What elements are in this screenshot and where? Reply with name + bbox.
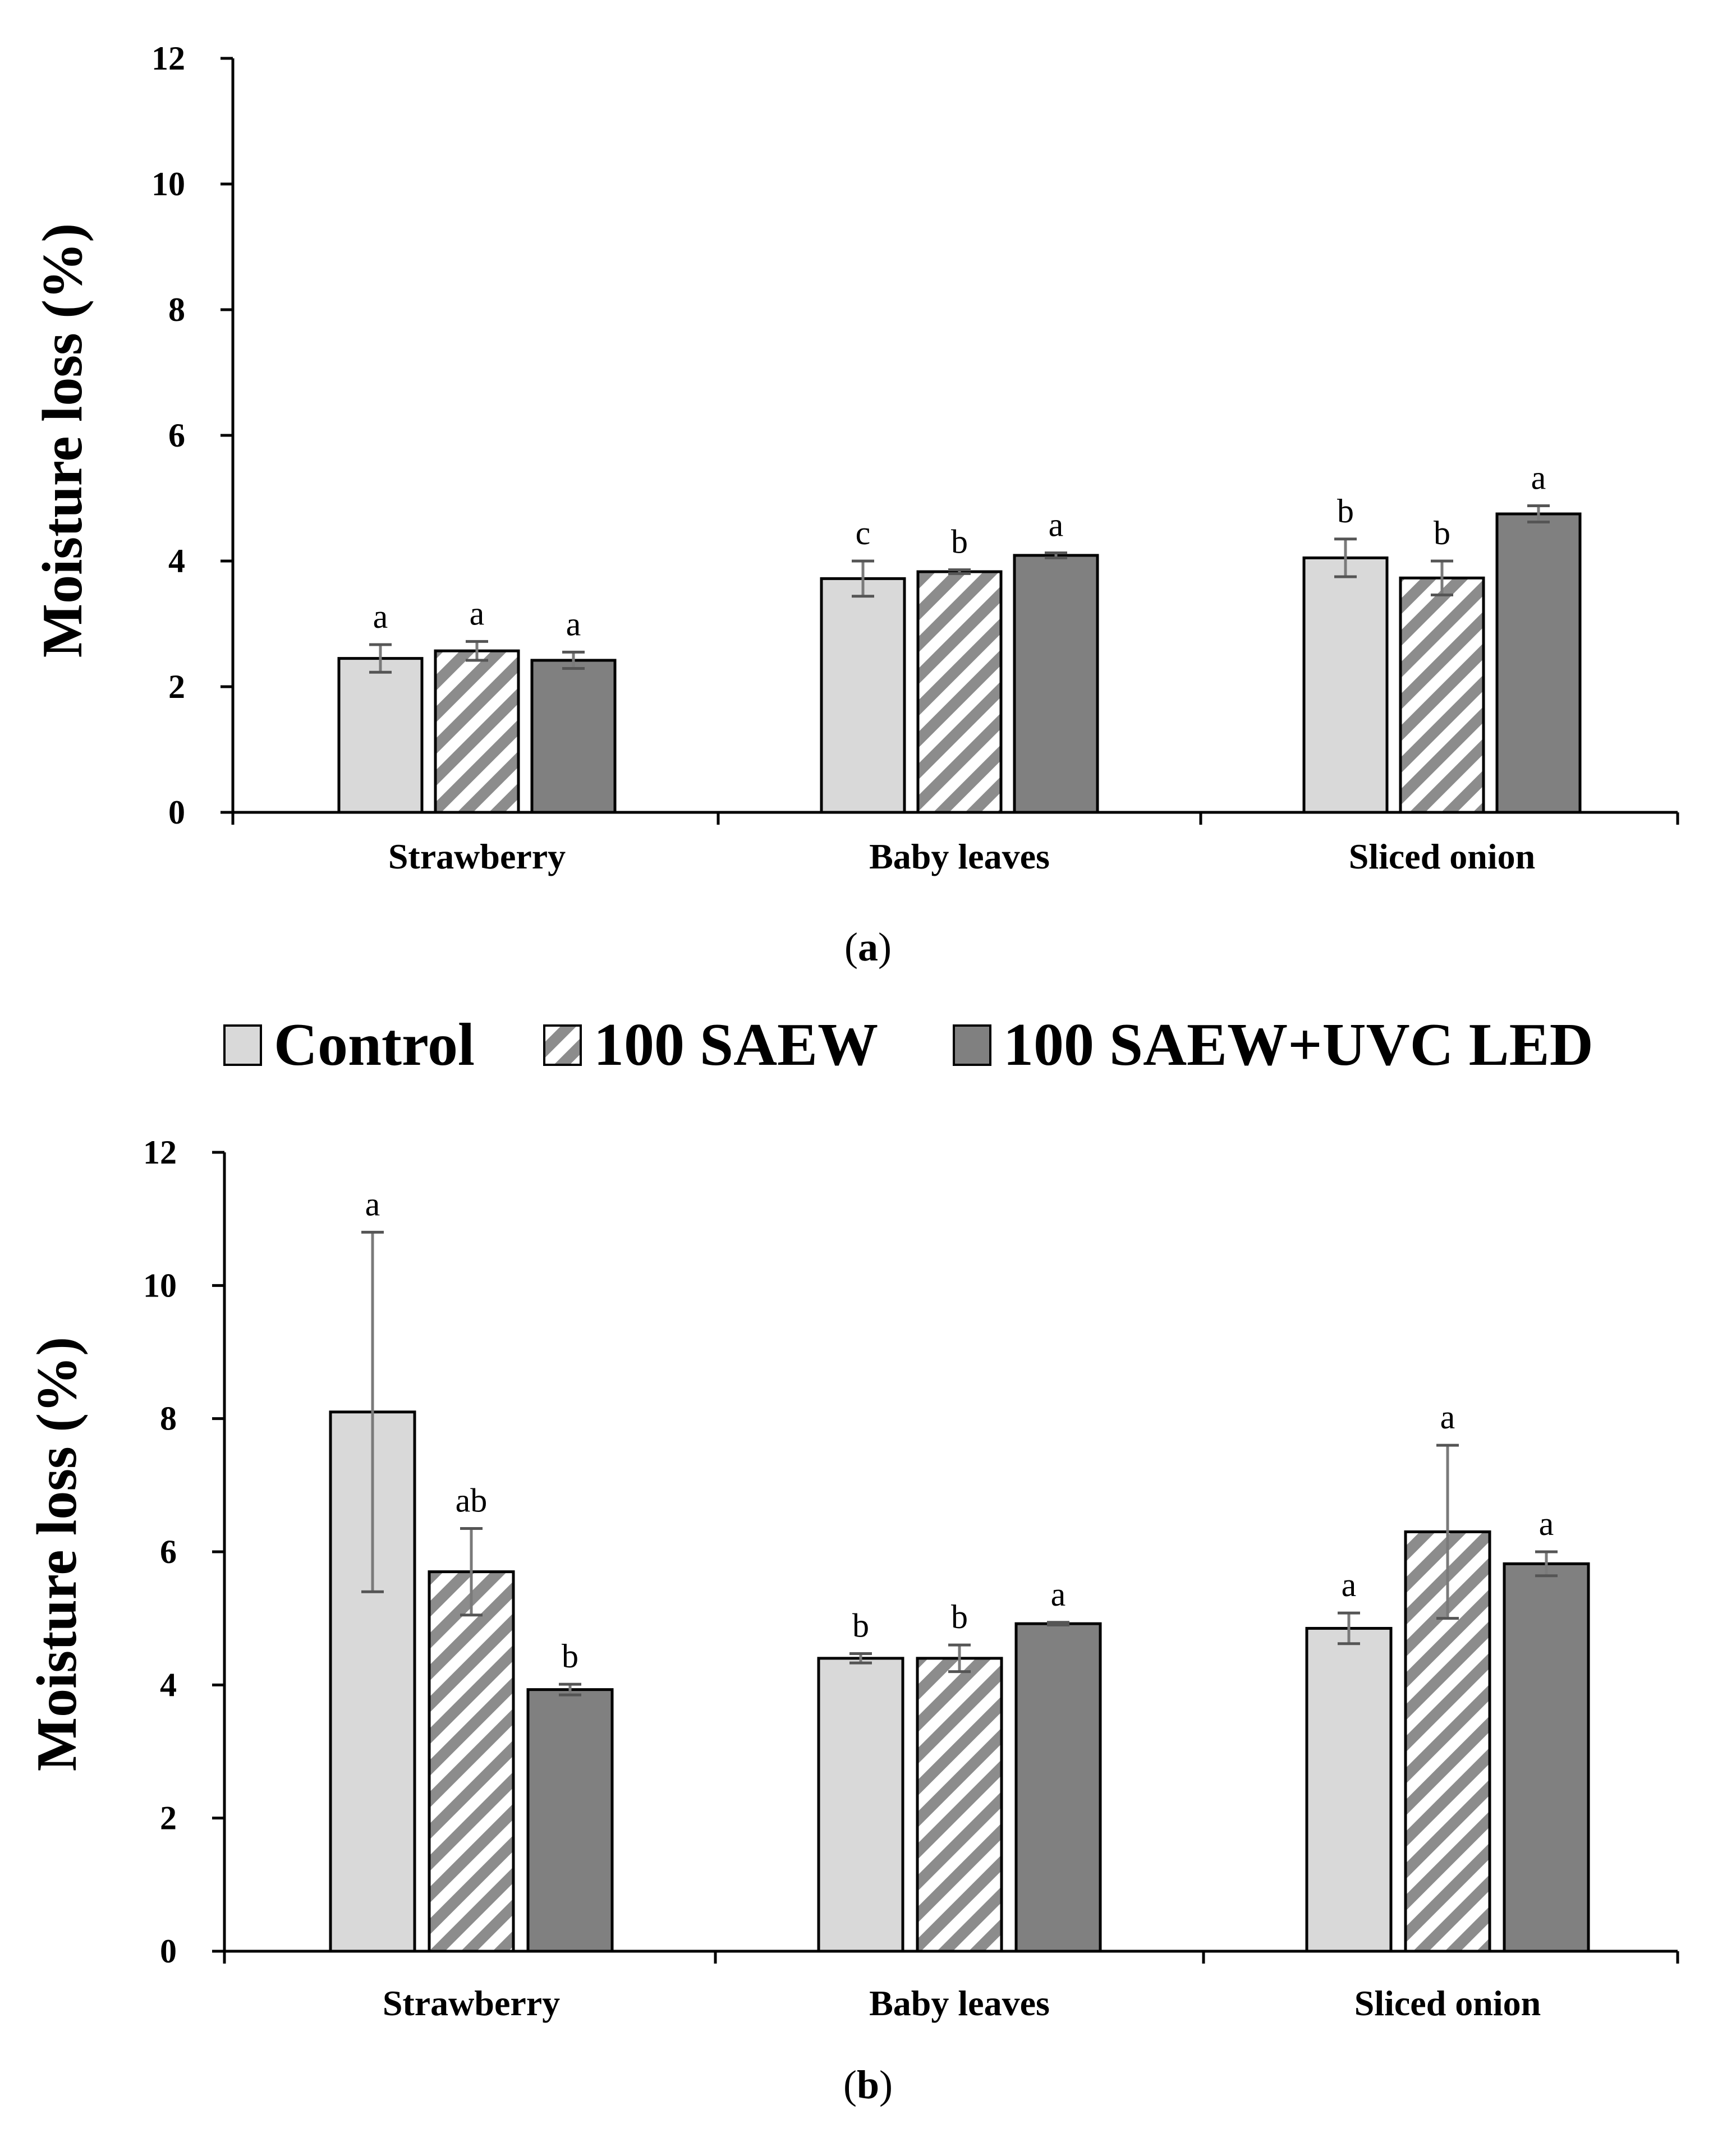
significance-label: a — [365, 1185, 380, 1222]
bar — [817, 1657, 904, 1953]
legend-label-control: Control — [274, 1012, 475, 1078]
legend-label-100-saew-uvc-led: 100 SAEW+UVC LED — [1003, 1012, 1593, 1078]
y-tick-label: 10 — [151, 166, 185, 203]
legend-swatch-control — [223, 1024, 262, 1066]
y-tick-label: 0 — [160, 1933, 177, 1970]
legend-label-100-saew: 100 SAEW — [594, 1012, 878, 1078]
bar — [434, 649, 520, 814]
bar — [1503, 1562, 1590, 1953]
y-tick-label: 4 — [160, 1666, 177, 1703]
significance-label: a — [373, 598, 388, 635]
x-category-label: Sliced onion — [1349, 836, 1536, 876]
significance-label: b — [951, 1598, 968, 1635]
y-tick-label: 4 — [168, 543, 185, 580]
y-tick-label: 2 — [160, 1800, 177, 1837]
legend-swatch-100-saew — [543, 1024, 582, 1066]
chart-a-ylabel: Moisture loss (%) — [31, 223, 94, 658]
caption-b: (b) — [843, 2062, 893, 2107]
bar — [1013, 554, 1099, 814]
significance-label: a — [1049, 506, 1064, 543]
significance-label: ab — [456, 1482, 488, 1519]
bar — [916, 570, 1003, 814]
x-category-label: Baby leaves — [869, 836, 1050, 876]
y-tick-label: 2 — [168, 668, 185, 705]
chart-b-bars: a ab b b b a a a a — [329, 1185, 1590, 1953]
significance-label: b — [951, 523, 968, 560]
bar — [1014, 1622, 1102, 1953]
y-tick-label: 8 — [168, 291, 185, 328]
x-category-label: Strawberry — [383, 1983, 560, 2023]
significance-label: c — [856, 514, 871, 551]
bar — [428, 1570, 515, 1953]
significance-label: b — [1434, 514, 1450, 551]
significance-label: a — [1051, 1576, 1066, 1613]
y-tick-label: 0 — [168, 794, 185, 831]
bar — [1399, 576, 1485, 814]
legend-swatch-100-saew-uvc-led — [953, 1024, 991, 1066]
significance-label: a — [1531, 459, 1546, 496]
bar — [530, 659, 617, 814]
y-tick-label: 6 — [160, 1533, 177, 1570]
legend: Control 100 SAEW 100 SAEW+UVC LED — [223, 1012, 1593, 1078]
significance-label: a — [470, 595, 485, 632]
bar — [1302, 556, 1389, 814]
y-tick-label: 8 — [160, 1400, 177, 1437]
significance-label: b — [562, 1638, 578, 1675]
y-tick-label: 12 — [143, 1134, 177, 1171]
x-category-label: Sliced onion — [1354, 1983, 1541, 2023]
chart-b-ylabel: Moisture loss (%) — [25, 1337, 89, 1771]
significance-label: a — [566, 605, 581, 642]
chart-a: 0 2 4 6 8 10 12 Strawberry Baby leaves Sliced oni… — [31, 40, 1679, 876]
bar — [820, 577, 906, 814]
significance-label: a — [1342, 1566, 1357, 1603]
bar — [1305, 1626, 1393, 1953]
significance-label: b — [852, 1607, 869, 1644]
bar — [916, 1657, 1003, 1953]
y-tick-label: 12 — [151, 40, 185, 77]
chart-a-bars: a a a c b a b b a — [337, 459, 1582, 814]
significance-label: a — [1440, 1399, 1455, 1436]
x-category-label: Strawberry — [388, 836, 566, 876]
bar — [1495, 512, 1582, 814]
significance-label: a — [1539, 1505, 1554, 1542]
y-tick-label: 6 — [168, 417, 185, 454]
bar — [526, 1688, 614, 1953]
bar — [337, 657, 424, 814]
caption-a: (a) — [844, 925, 892, 969]
significance-label: b — [1337, 493, 1354, 530]
x-category-label: Baby leaves — [869, 1983, 1050, 2023]
y-tick-label: 10 — [143, 1267, 177, 1304]
chart-b: 0 2 4 6 8 10 12 Strawberry Baby leaves Sliced oni… — [25, 1134, 1679, 2023]
